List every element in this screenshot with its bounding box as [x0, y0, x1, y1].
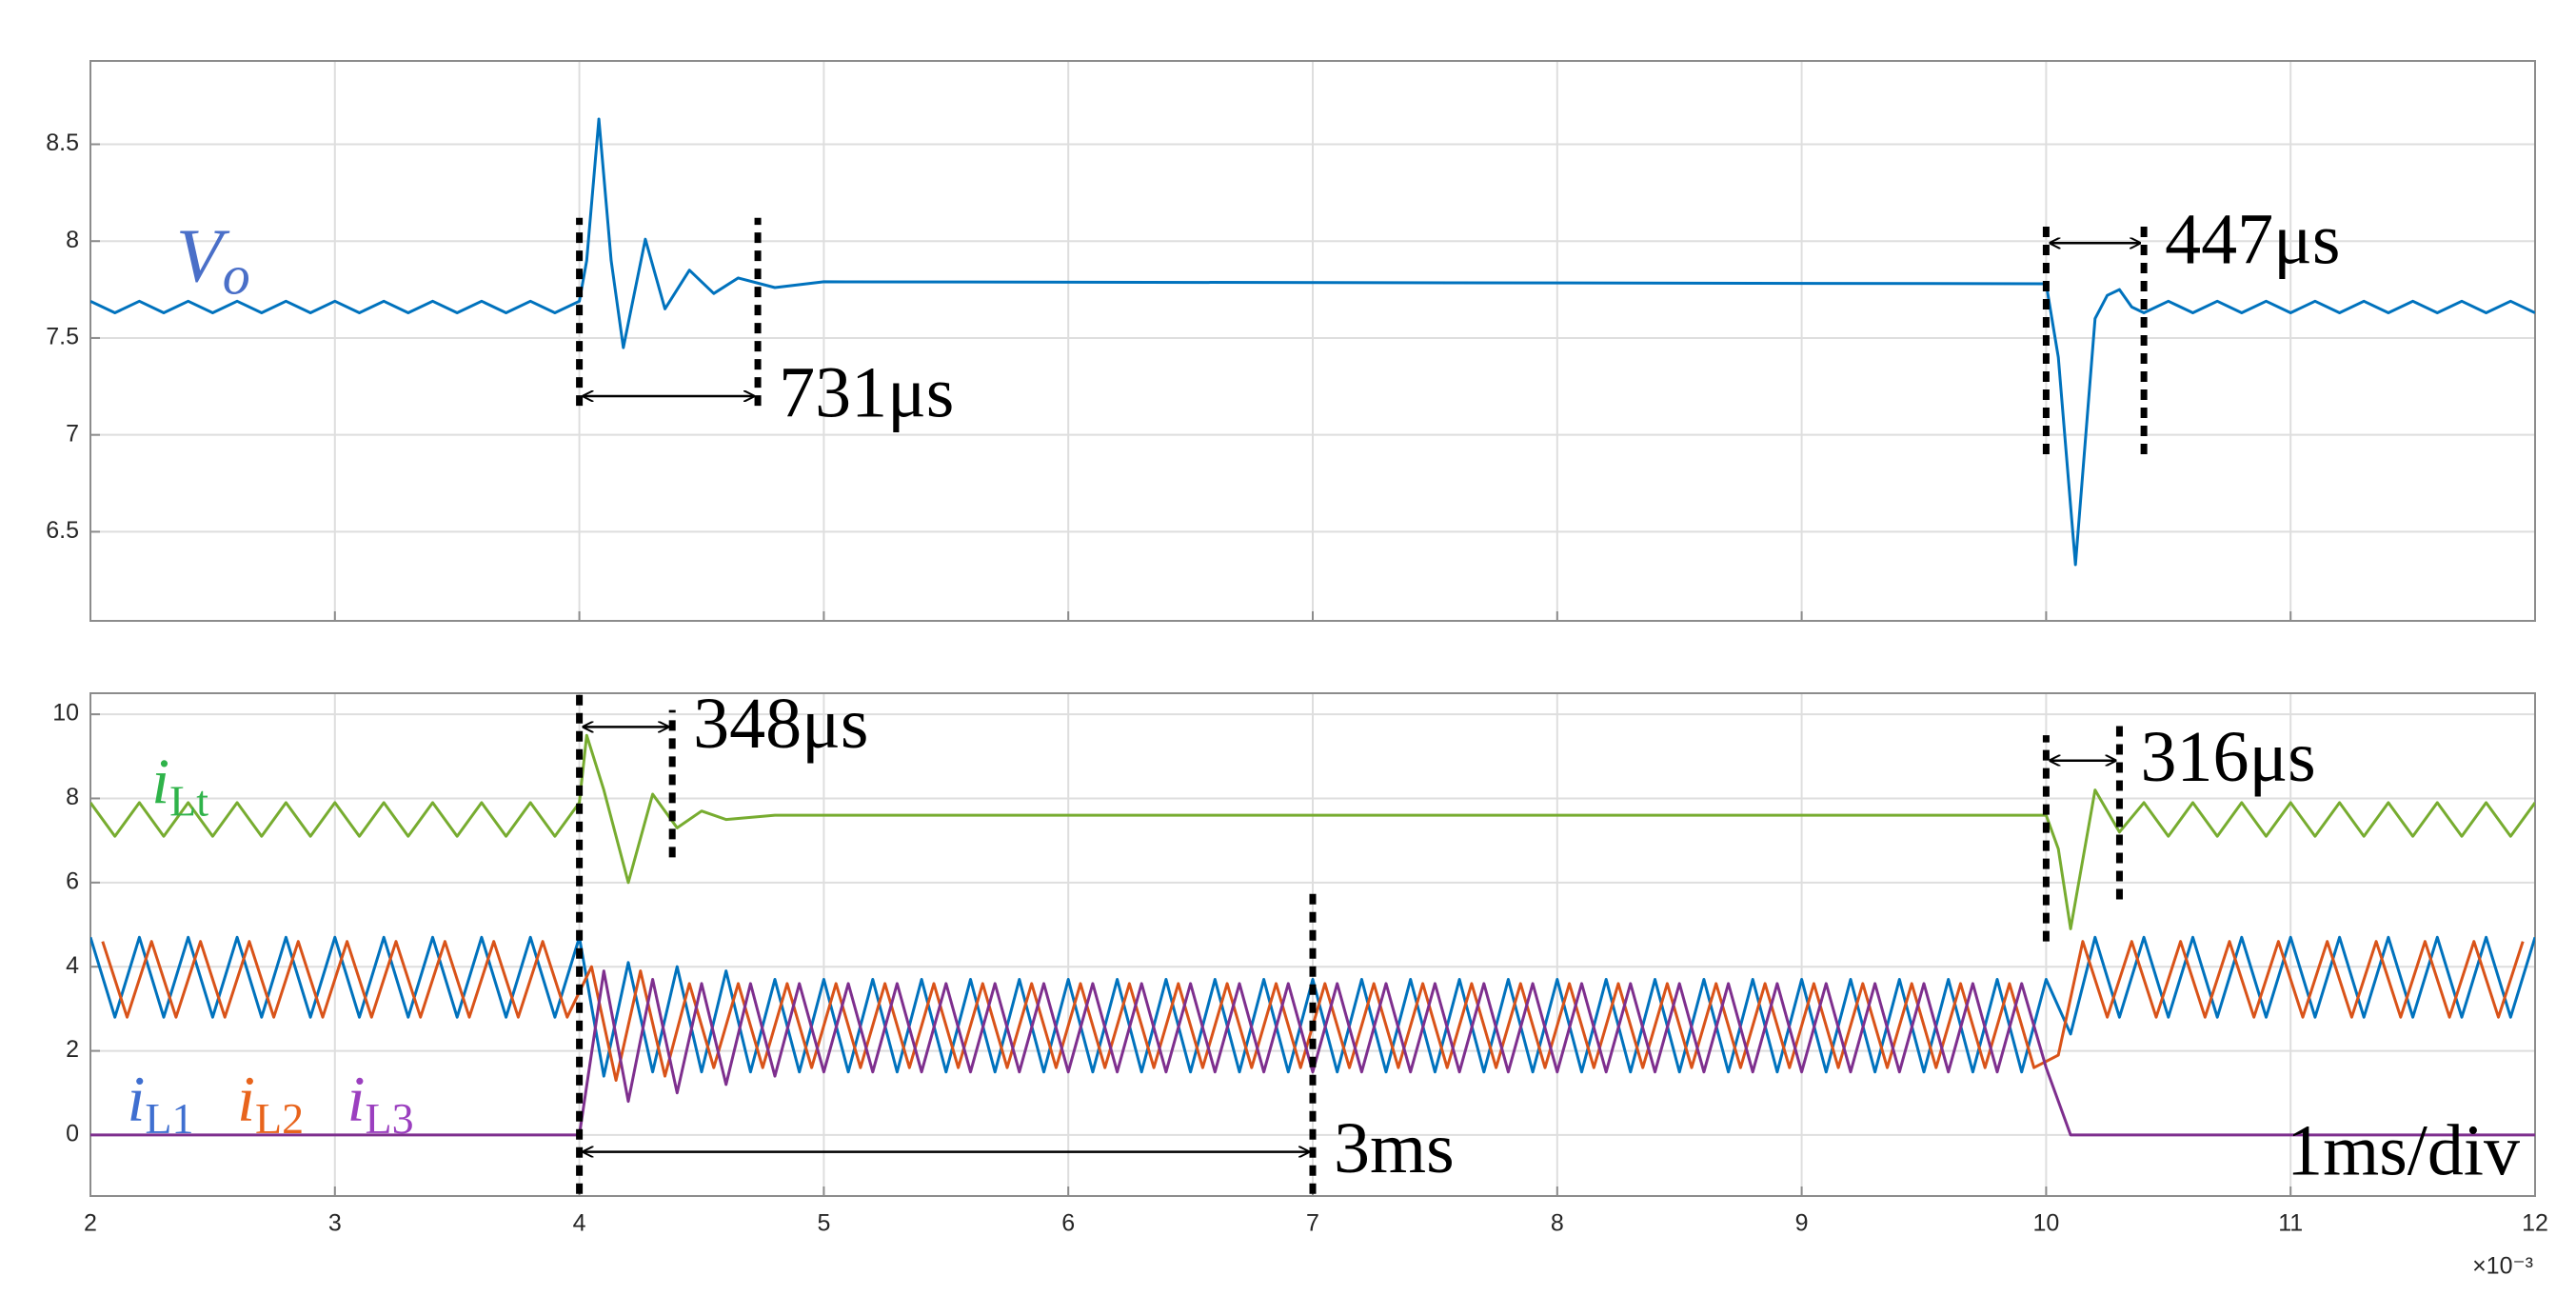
x-tick-label: 12 [2522, 1210, 2548, 1237]
plot-border [89, 60, 2536, 622]
x-tick-label: 3 [328, 1210, 342, 1237]
series-label-main: i [128, 1063, 146, 1135]
x-tick-label: 6 [1061, 1210, 1075, 1237]
traces [90, 117, 2535, 567]
series-label-main: i [237, 1063, 255, 1135]
y-tick-label: 8.5 [46, 130, 79, 156]
series-label: Vo [176, 215, 250, 307]
y-tick-label: 0 [66, 1121, 79, 1147]
y-tick-label: 6 [66, 867, 79, 894]
x-tick-label: 9 [1795, 1210, 1809, 1237]
series-label: iLt [151, 745, 208, 825]
series-label-sub: L1 [145, 1094, 193, 1143]
series-line [90, 117, 2535, 567]
series-label-sub: o [223, 245, 250, 307]
series-label-sub: Lt [169, 776, 208, 825]
duration-label: 3ms [1334, 1108, 1455, 1188]
series-line [90, 733, 2535, 930]
scale-label: 1ms/div [2287, 1110, 2520, 1190]
y-tick-label: 8 [66, 784, 79, 810]
y-tick-label: 7 [66, 420, 79, 447]
series-line [90, 969, 2535, 1137]
y-tick-label: 8 [66, 227, 79, 253]
x-tick-label: 11 [2278, 1210, 2303, 1237]
y-tick-label: 10 [52, 700, 79, 727]
x-tick-label: 10 [2032, 1210, 2059, 1237]
series-label: iL2 [237, 1063, 304, 1143]
duration-label: 348μs [693, 684, 868, 764]
x-tick-label: 8 [1551, 1210, 1564, 1237]
traces [90, 733, 2535, 1137]
series-label-sub: L3 [366, 1094, 414, 1143]
y-tick-label: 2 [66, 1036, 79, 1063]
series-line [90, 935, 2535, 1078]
series-label-main: i [151, 745, 169, 817]
x-tick-label: 7 [1306, 1210, 1319, 1237]
series-label-sub: L2 [255, 1094, 304, 1143]
x-tick-label: 4 [573, 1210, 586, 1237]
y-tick-label: 6.5 [46, 517, 79, 544]
series-label-main: V [176, 215, 230, 299]
series-label: iL1 [128, 1063, 194, 1143]
x-tick-label: 5 [817, 1210, 830, 1237]
duration-label: 731μs [779, 352, 954, 432]
y-tick-label: 4 [66, 952, 79, 979]
y-tick-label: 7.5 [46, 324, 79, 350]
duration-label: 447μs [2165, 200, 2340, 280]
series-label: iL3 [347, 1063, 414, 1143]
series-label-main: i [347, 1063, 366, 1135]
x-tick-label: 2 [84, 1210, 97, 1237]
plot-border [89, 692, 2536, 1197]
duration-label: 316μs [2140, 717, 2315, 797]
x-exponent: ×10⁻³ [2472, 1253, 2533, 1280]
